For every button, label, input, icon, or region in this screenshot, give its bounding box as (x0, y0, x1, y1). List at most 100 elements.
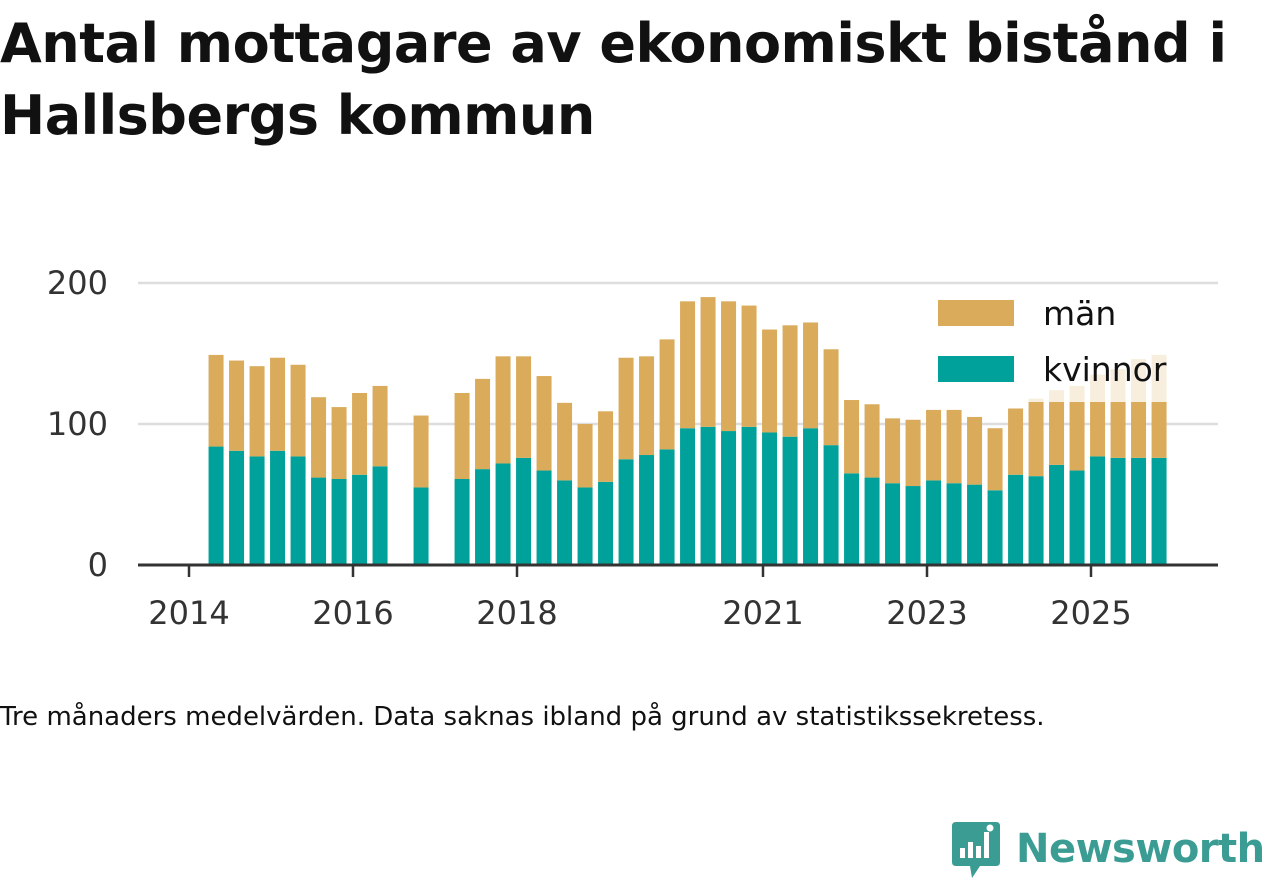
legend-swatch-män (938, 300, 1014, 326)
x-tick-label: 2021 (722, 594, 803, 632)
bar-kvinnor (1090, 456, 1106, 565)
legend: män kvinnor (922, 286, 1194, 402)
bar-kvinnor (680, 428, 696, 565)
x-tick-label: 2014 (148, 594, 229, 632)
y-tick-label: 100 (47, 405, 108, 443)
bar-män (311, 397, 327, 478)
bar-män (700, 297, 716, 427)
bar-män (905, 419, 921, 487)
bar-kvinnor (270, 450, 286, 565)
bar-kvinnor (721, 431, 737, 565)
bar-kvinnor (659, 449, 675, 565)
bar-män (864, 404, 880, 478)
bar-kvinnor (454, 478, 470, 565)
bar-kvinnor (823, 445, 839, 565)
bar-kvinnor (208, 446, 224, 565)
bar-män (1049, 390, 1065, 465)
bar-kvinnor (967, 484, 983, 565)
bar-kvinnor (905, 486, 921, 565)
x-tick-label: 2018 (476, 594, 557, 632)
bar-kvinnor (987, 490, 1003, 565)
brand[interactable]: Newsworthy (950, 818, 1262, 880)
bar-män (639, 356, 655, 456)
bar-kvinnor (352, 474, 368, 565)
bar-kvinnor (1069, 470, 1085, 565)
bar-kvinnor (1131, 457, 1147, 565)
bar-män (926, 409, 942, 481)
newsworthy-logo-icon (952, 822, 1000, 878)
bar-kvinnor (1110, 457, 1126, 565)
bar-män (249, 366, 265, 457)
bar-kvinnor (1028, 476, 1044, 565)
bar-kvinnor (803, 428, 819, 565)
bar-män (372, 385, 388, 467)
bar-män (946, 409, 962, 484)
bar-kvinnor (926, 480, 942, 565)
bar-män (577, 424, 593, 488)
bar-kvinnor (311, 477, 327, 565)
axes: 0 100 200 2014 2016 2018 2021 2023 2025 (47, 264, 1218, 632)
y-tick-label: 0 (88, 546, 108, 584)
bar-män (680, 301, 696, 429)
bar-män (516, 356, 532, 458)
bar-kvinnor (475, 469, 491, 565)
bar-män (741, 305, 757, 427)
bar-kvinnor (782, 436, 798, 565)
x-tick-label: 2023 (886, 594, 967, 632)
bar-kvinnor (618, 459, 634, 565)
bar-män (967, 416, 983, 485)
bar-män (803, 322, 819, 429)
bar-män (598, 411, 614, 482)
bar-kvinnor (413, 487, 429, 565)
bar-män (844, 400, 860, 474)
bar-män (762, 329, 778, 433)
bar-män (721, 301, 737, 432)
bar-kvinnor (639, 455, 655, 565)
bar-män (823, 349, 839, 446)
bar-män (352, 392, 368, 475)
footnote: Tre månaders medelvärden. Data saknas ib… (0, 702, 1045, 732)
bar-kvinnor (495, 463, 511, 565)
legend-swatch-kvinnor (938, 356, 1014, 382)
bar-män (229, 360, 245, 451)
bar-män (1069, 385, 1085, 471)
bar-kvinnor (700, 426, 716, 565)
bar-kvinnor (598, 481, 614, 565)
bar-män (290, 364, 306, 457)
bar-kvinnor (249, 456, 265, 565)
x-tick-label: 2025 (1050, 594, 1131, 632)
legend-label-kvinnor: kvinnor (1043, 350, 1167, 389)
bar-män (782, 325, 798, 437)
bar-män (885, 418, 901, 484)
bar-kvinnor (577, 487, 593, 565)
bar-män (475, 378, 491, 470)
bar-kvinnor (762, 432, 778, 565)
bar-kvinnor (1049, 464, 1065, 565)
bar-kvinnor (864, 477, 880, 565)
bar-män (270, 357, 286, 451)
bar-kvinnor (229, 450, 245, 565)
bar-män (557, 402, 573, 481)
bar-män (659, 339, 675, 450)
bar-kvinnor (1008, 474, 1024, 565)
bar-kvinnor (516, 457, 532, 565)
y-tick-label: 200 (47, 264, 108, 302)
bar-kvinnor (741, 426, 757, 565)
bar-män (454, 392, 470, 479)
bar-kvinnor (290, 456, 306, 565)
bar-män (987, 428, 1003, 491)
bar-män (331, 407, 347, 479)
bar-kvinnor (1151, 457, 1167, 565)
bar-kvinnor (557, 480, 573, 565)
bar-kvinnor (844, 473, 860, 565)
x-tick-label: 2016 (312, 594, 393, 632)
bar-män (1008, 408, 1024, 475)
stacked-bar-chart: män kvinnor 0 100 200 2014 2016 2018 2021 2023 20… (47, 264, 1218, 632)
bar-män (536, 376, 552, 471)
bar-män (208, 354, 224, 447)
bar-män (413, 415, 429, 488)
chart-title: Antal mottagare av ekonomiskt bistånd i … (0, 12, 1227, 147)
bar-män (618, 357, 634, 460)
bar-kvinnor (536, 470, 552, 565)
bar-kvinnor (885, 483, 901, 565)
